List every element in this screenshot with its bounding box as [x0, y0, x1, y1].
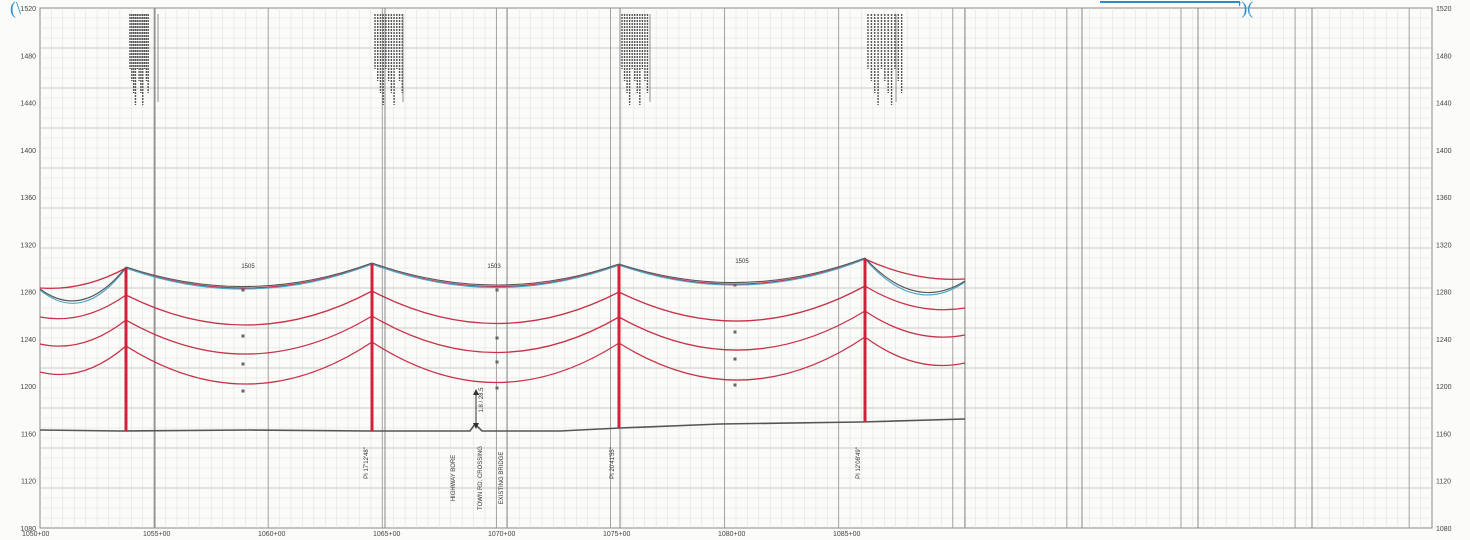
- x-tick-label: 1070+00: [488, 531, 516, 538]
- conductor-span: [864, 336, 966, 367]
- structure-note-4: PI 12'08'49": [856, 447, 862, 479]
- conductor-span: [39, 345, 127, 376]
- y-tick-label-right: 1280: [1436, 290, 1452, 297]
- y-tick-label-right: 1200: [1436, 384, 1452, 391]
- span-label-1: 1505: [241, 264, 255, 270]
- clearance-arrow-top: [473, 389, 479, 395]
- x-axis: 1050+00 1055+00 1060+00 1065+00 1070+00 1075+…: [22, 531, 861, 538]
- clearance-arrow-bottom: [473, 423, 479, 429]
- conductor-span: [864, 258, 966, 281]
- midspan-marker: [495, 336, 499, 340]
- y-tick-label-left: 1160: [21, 431, 36, 438]
- structure-note-2: PI 17'12'48": [364, 447, 370, 479]
- x-tick-label: 1050+00: [22, 531, 50, 538]
- y-tick-label-right: 1320: [1436, 242, 1452, 249]
- grid: [39, 7, 1433, 529]
- shield-wire-cold: [371, 263, 620, 288]
- conductor-span: [371, 290, 620, 325]
- y-tick-label-right: 1360: [1436, 195, 1452, 202]
- span-label-3: 1505: [735, 259, 749, 265]
- x-tick-label: 1080+00: [718, 531, 746, 538]
- midspan-marker: [495, 288, 499, 292]
- shield-wire: [39, 266, 127, 302]
- y-tick-label-right: 1120: [1436, 479, 1451, 486]
- conductor-span: [125, 315, 373, 355]
- conductor-span: [371, 341, 620, 384]
- annotations: [129, 14, 903, 429]
- conductor-span: [39, 319, 127, 347]
- crossing-note-1: HIGHWAY BORE: [451, 455, 457, 502]
- y-tick-label-left: 1200: [20, 384, 36, 391]
- y-axis-left: 1520 1480 1440 1400 1360 1320 1280 1240 1200 1160…: [20, 6, 36, 533]
- structures: [124, 259, 867, 431]
- midspan-marker: [733, 283, 737, 287]
- y-tick-label-right: 1520: [1436, 6, 1452, 13]
- x-tick-label: 1075+00: [603, 531, 631, 538]
- crossing-note-3: EXISTING BRIDGE: [499, 452, 505, 505]
- midspan-marker: [495, 360, 499, 364]
- conductor-span: [39, 294, 127, 320]
- x-tick-label: 1055+00: [143, 531, 171, 538]
- conductors: [39, 257, 966, 385]
- header-mark-left: (\: [10, 0, 21, 19]
- shield-wire-cold: [39, 267, 127, 304]
- y-tick-label-left: 1520: [20, 6, 36, 13]
- shield-wire: [864, 257, 966, 293]
- conductor-span: [125, 341, 373, 385]
- conductor-span: [39, 267, 127, 290]
- y-tick-label-right: 1160: [1436, 431, 1451, 438]
- y-tick-label-left: 1400: [20, 148, 36, 155]
- crossing-note-2: TOWN RD. CROSSING: [478, 446, 484, 510]
- conductor-span: [618, 310, 866, 351]
- y-tick-label-left: 1480: [20, 53, 36, 60]
- midspan-marker: [241, 389, 245, 393]
- midspan-marker: [241, 362, 245, 366]
- midspan-marker: [733, 357, 737, 361]
- midspan-marker: [733, 383, 737, 387]
- conductor-span: [371, 315, 620, 354]
- shield-wire-cold: [125, 263, 373, 290]
- y-tick-label-right: 1440: [1436, 101, 1452, 108]
- y-tick-label-right: 1080: [1436, 526, 1452, 533]
- conductor-span: [618, 336, 866, 381]
- y-axis-right: 1520 1480 1440 1400 1360 1320 1280 1240 1200 1160…: [1436, 6, 1452, 533]
- structure-note-3: PI 20'41'55": [610, 447, 616, 479]
- conductor-span: [618, 285, 866, 322]
- conductor-span: [864, 310, 966, 338]
- y-tick-label-left: 1360: [20, 195, 36, 202]
- shield-wire: [618, 257, 866, 284]
- midspan-marker: [241, 288, 245, 292]
- y-tick-label-left: 1440: [20, 101, 36, 108]
- conductor-span: [125, 290, 373, 326]
- header-mark-right: ')(: [1238, 0, 1253, 19]
- y-tick-label-right: 1400: [1436, 148, 1452, 155]
- x-tick-label: 1060+00: [258, 531, 286, 538]
- y-tick-label-left: 1080: [20, 526, 36, 533]
- y-tick-label-right: 1480: [1436, 53, 1452, 60]
- span-label-2: 1503: [487, 264, 501, 270]
- y-tick-label-left: 1320: [20, 242, 36, 249]
- y-tick-label-left: 1280: [20, 290, 36, 297]
- y-tick-label-left: 1240: [20, 337, 36, 344]
- x-tick-label: 1065+00: [373, 531, 401, 538]
- midspan-marker: [241, 334, 245, 338]
- conductor-span: [864, 285, 966, 311]
- clearance-label: 1.8 / 28.5: [479, 387, 485, 413]
- y-tick-label-left: 1120: [21, 479, 36, 486]
- midspan-marker: [495, 386, 499, 390]
- y-tick-label-right: 1240: [1436, 337, 1452, 344]
- shield-wire: [125, 262, 373, 288]
- x-tick-label: 1085+00: [833, 531, 861, 538]
- midspan-marker: [733, 330, 737, 334]
- shield-wire: [371, 262, 620, 286]
- shield-wire-cold: [618, 258, 866, 286]
- shield-wire-cold: [864, 258, 966, 296]
